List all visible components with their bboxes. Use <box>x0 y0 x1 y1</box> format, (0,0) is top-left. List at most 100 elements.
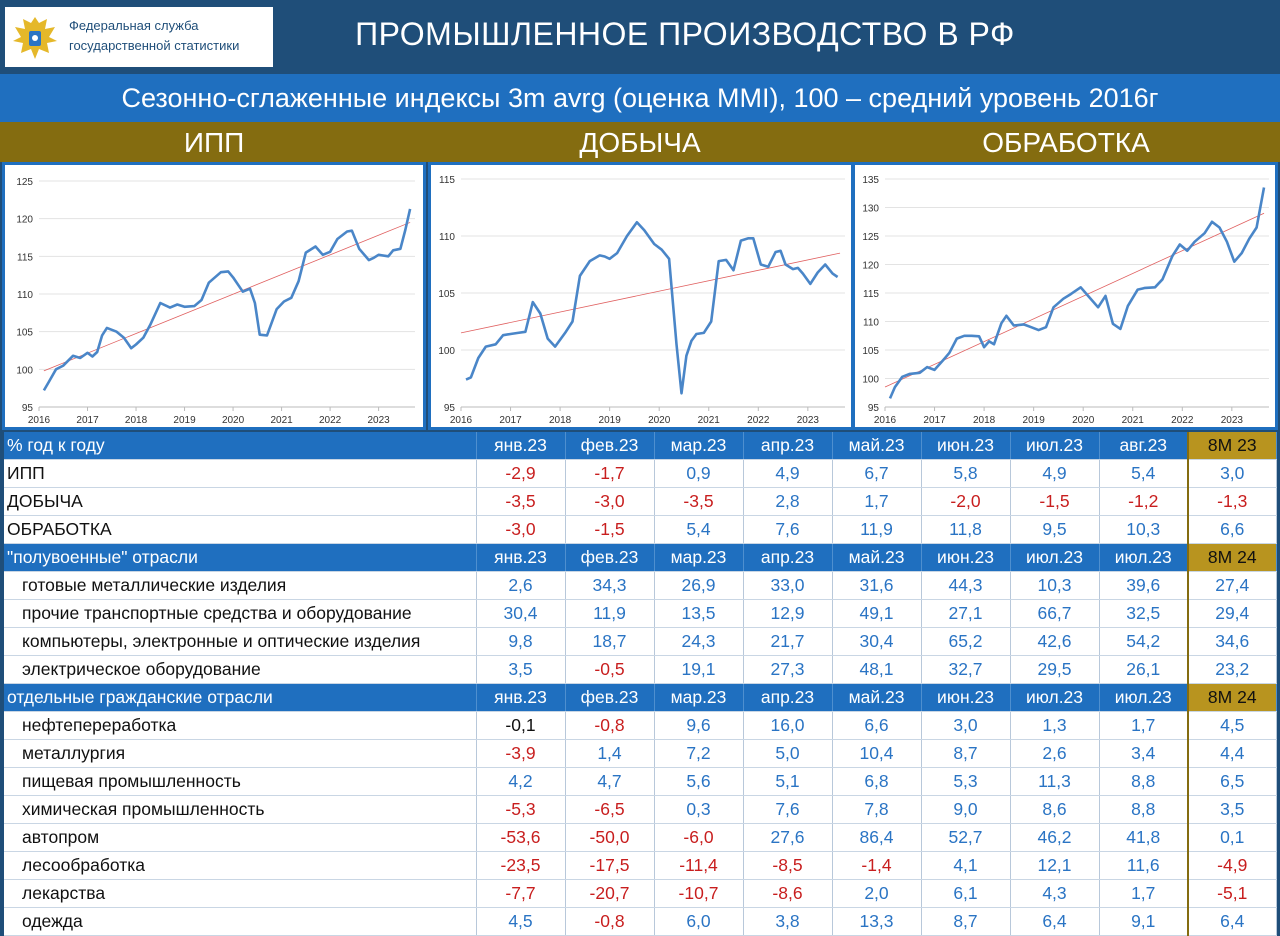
y-tick-label: 95 <box>868 403 880 414</box>
month-header: фев.23 <box>565 432 655 460</box>
value-cell: 7,8 <box>832 795 922 824</box>
month-header: янв.23 <box>476 683 566 712</box>
y-tick-label: 110 <box>439 232 455 243</box>
value-cell: 11,9 <box>565 599 655 628</box>
month-header: апр.23 <box>743 683 833 712</box>
value-cell: 7,6 <box>743 795 833 824</box>
value-cell: 4,9 <box>1010 459 1100 488</box>
value-cell: 1,7 <box>832 487 922 516</box>
value-cell: -2,9 <box>476 459 566 488</box>
section-header-manufacturing: ОБРАБОТКА <box>852 122 1280 162</box>
y-tick-label: 115 <box>17 252 33 263</box>
y-tick-label: 125 <box>16 177 33 188</box>
value-cell: -8,5 <box>743 851 833 880</box>
summary-header: 8M 24 <box>1187 683 1277 712</box>
value-cell: -0,5 <box>565 655 655 684</box>
row-label: ДОБЫЧА <box>4 487 477 516</box>
x-tick-label: 2023 <box>367 415 390 426</box>
summary-cell: -1,3 <box>1187 487 1277 516</box>
section-header-ipp: ИПП <box>0 122 428 162</box>
value-cell: 44,3 <box>921 571 1011 600</box>
month-header: июн.23 <box>921 683 1011 712</box>
value-cell: 2,8 <box>743 487 833 516</box>
x-tick-label: 2019 <box>173 415 196 426</box>
section-title-manufacturing: ОБРАБОТКА <box>982 127 1150 158</box>
value-cell: -1,5 <box>565 515 655 544</box>
value-cell: 1,7 <box>1099 711 1189 740</box>
value-cell: 30,4 <box>832 627 922 656</box>
y-tick-label: 110 <box>17 290 33 301</box>
value-cell: 5,6 <box>654 767 744 796</box>
y-tick-label: 130 <box>862 204 879 215</box>
value-cell: 41,8 <box>1099 823 1189 852</box>
summary-cell: 3,0 <box>1187 459 1277 488</box>
value-cell: 8,6 <box>1010 795 1100 824</box>
month-header: июл.23 <box>1099 543 1189 572</box>
value-cell: 3,4 <box>1099 739 1189 768</box>
y-tick-label: 100 <box>862 375 879 386</box>
month-header: янв.23 <box>476 543 566 572</box>
month-header: май.23 <box>832 543 922 572</box>
value-cell: -3,0 <box>565 487 655 516</box>
value-cell: -11,4 <box>654 851 744 880</box>
row-label: прочие транспортные средства и оборудова… <box>4 599 477 628</box>
value-cell: 39,6 <box>1099 571 1189 600</box>
month-header: мар.23 <box>654 543 744 572</box>
value-cell: 4,9 <box>743 459 833 488</box>
value-cell: 6,0 <box>654 907 744 936</box>
month-header: апр.23 <box>743 543 833 572</box>
month-header: май.23 <box>832 683 922 712</box>
value-cell: 6,1 <box>921 879 1011 908</box>
summary-cell: 29,4 <box>1187 599 1277 628</box>
value-cell: -20,7 <box>565 879 655 908</box>
value-cell: 6,6 <box>832 711 922 740</box>
value-cell: 9,6 <box>654 711 744 740</box>
y-tick-label: 105 <box>862 346 879 357</box>
x-tick-label: 2020 <box>648 415 671 426</box>
value-cell: 9,1 <box>1099 907 1189 936</box>
section-header-label: отдельные гражданские отрасли <box>4 683 477 712</box>
value-cell: 4,3 <box>1010 879 1100 908</box>
value-cell: -6,5 <box>565 795 655 824</box>
month-header: фев.23 <box>565 683 655 712</box>
value-cell: 13,5 <box>654 599 744 628</box>
table-row: лесообработка -23,5 -17,5 -11,4 -8,5 -1,4 4,1 1… <box>4 851 1277 880</box>
row-label: ИПП <box>4 459 477 488</box>
month-header: апр.23 <box>743 432 833 460</box>
value-cell: 4,2 <box>476 767 566 796</box>
section-header-label: "полувоенные" отрасли <box>4 543 477 572</box>
value-cell: 5,4 <box>1099 459 1189 488</box>
month-header: авг.23 <box>1099 432 1189 460</box>
value-cell: 5,4 <box>654 515 744 544</box>
table-row: прочие транспортные средства и оборудова… <box>4 599 1277 628</box>
row-label: одежда <box>4 907 477 936</box>
table-row: ИПП -2,9 -1,7 0,9 4,9 6,7 5,8 4,9 5,4 3,0 <box>4 459 1277 488</box>
value-cell: 27,6 <box>743 823 833 852</box>
value-cell: 5,8 <box>921 459 1011 488</box>
value-cell: 6,7 <box>832 459 922 488</box>
row-label: нефтепереработка <box>4 711 477 740</box>
value-cell: 4,5 <box>476 907 566 936</box>
value-cell: 10,3 <box>1010 571 1100 600</box>
table-row: металлургия -3,9 1,4 7,2 5,0 10,4 8,7 2,6 3,4 4,4 <box>4 739 1277 768</box>
value-cell: 1,3 <box>1010 711 1100 740</box>
row-label: автопром <box>4 823 477 852</box>
subtitle: Сезонно-сглаженные индексы 3m avrg (оцен… <box>121 83 1159 113</box>
value-cell: 12,1 <box>1010 851 1100 880</box>
value-cell: -3,9 <box>476 739 566 768</box>
x-tick-label: 2019 <box>1023 415 1046 426</box>
x-tick-label: 2021 <box>270 415 293 426</box>
month-header: июл.23 <box>1010 432 1100 460</box>
table-row: пищевая промышленность 4,2 4,7 5,6 5,1 6,8 5,3… <box>4 767 1277 796</box>
value-cell: 16,0 <box>743 711 833 740</box>
summary-cell: 6,6 <box>1187 515 1277 544</box>
value-cell: 0,9 <box>654 459 744 488</box>
y-tick-label: 105 <box>438 289 455 300</box>
table-section-header: % год к году янв.23 фев.23 мар.23 апр.23 май.… <box>4 432 1277 460</box>
x-tick-label: 2017 <box>499 415 522 426</box>
value-cell: 32,7 <box>921 655 1011 684</box>
trend-line <box>884 212 1265 388</box>
summary-cell: -5,1 <box>1187 879 1277 908</box>
chart-mining: 95 100 105 110 115 2016 2017 2018 2019 2020 2021 20… <box>438 175 845 426</box>
month-header: май.23 <box>832 432 922 460</box>
